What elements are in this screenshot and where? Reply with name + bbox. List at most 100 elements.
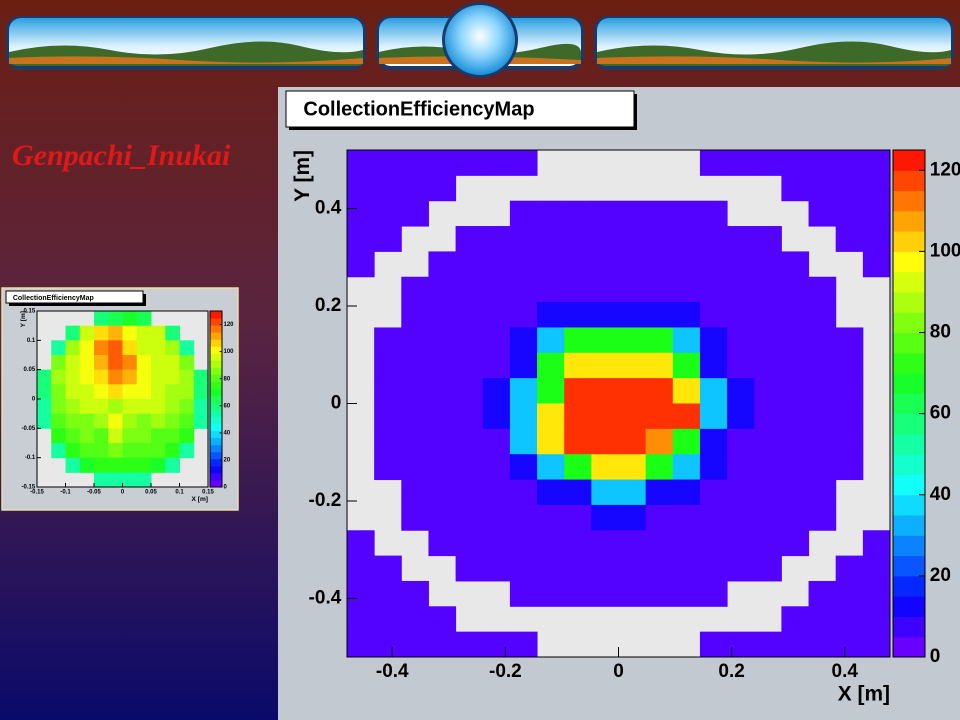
heatmap-cell: [374, 226, 402, 252]
heatmap-cell: [374, 378, 402, 404]
heatmap-cell: [374, 428, 402, 455]
heatmap-cell: [136, 384, 152, 400]
heatmap-cell: [564, 378, 592, 404]
heatmap-cell: [835, 428, 864, 455]
colorbar-frame: [892, 149, 926, 658]
heatmap-cell: [754, 378, 782, 404]
heatmap-cell: [754, 150, 782, 176]
heatmap-cell: [136, 472, 152, 488]
colorbar-band: [210, 318, 222, 326]
heatmap-cell: [193, 413, 209, 429]
heatmap-cell: [401, 150, 429, 176]
heatmap-cell: [37, 384, 52, 400]
heatmap-cell: [564, 403, 592, 430]
heatmap-cell: [179, 355, 195, 371]
heatmap-cell: [862, 606, 891, 633]
heatmap-cell: [727, 251, 755, 278]
heatmap-cell: [374, 150, 402, 176]
heatmap-cell: [428, 530, 457, 557]
heatmap-cell: [537, 454, 565, 481]
heatmap-cell: [94, 369, 109, 385]
colorbar-band: [210, 423, 222, 432]
heatmap-cell: [862, 580, 891, 607]
x-tick-label: -0.2: [489, 661, 522, 682]
x-tick-label: 0: [121, 489, 125, 495]
heatmap-cell: [645, 302, 674, 328]
heatmap-cell: [808, 606, 837, 633]
heatmap-cell: [108, 325, 123, 341]
heatmap-cell: [645, 352, 674, 379]
heatmap-cell: [727, 555, 755, 582]
heatmap-cell: [151, 399, 166, 415]
heatmap-cell: [455, 327, 484, 354]
heatmap-cell: [537, 378, 565, 404]
heatmap-cell: [37, 399, 52, 415]
heatmap-cell: [51, 443, 66, 459]
heatmap-cell: [455, 251, 484, 278]
heatmap-cell: [591, 276, 619, 303]
colorbar-band: [210, 444, 222, 453]
colorbar-band: [210, 360, 222, 368]
heatmap-cell: [165, 413, 180, 429]
colorbar-band: [893, 190, 925, 212]
heatmap-cell: [727, 479, 755, 506]
colorbar-band: [210, 346, 222, 354]
heatmap-cell: [537, 276, 565, 303]
heatmap-cell: [347, 175, 375, 202]
heatmap-cell: [754, 479, 782, 506]
colorbar-band: [210, 374, 222, 382]
heatmap-cell: [835, 150, 864, 176]
heatmap-cell: [347, 580, 375, 607]
heatmap-cell: [781, 631, 810, 658]
heatmap-cell: [347, 251, 375, 278]
heatmap-cell: [374, 454, 402, 481]
heatmap-cell: [537, 580, 565, 607]
heatmap-cell: [537, 226, 565, 252]
colorbar-band: [210, 472, 222, 481]
y-tick-label: 0.1: [27, 338, 36, 344]
heatmap-cell: [455, 479, 484, 506]
heatmap-cell: [179, 399, 195, 415]
heatmap-cell: [672, 327, 701, 354]
colorbar-band: [893, 515, 925, 536]
colorbar-band: [210, 325, 222, 333]
heatmap-cell: [808, 403, 837, 430]
heatmap-cell: [401, 479, 429, 506]
heatmap-cell: [65, 428, 81, 444]
heatmap-cell: [151, 369, 166, 385]
heatmap-cell: [347, 226, 375, 252]
heatmap-cell: [428, 276, 457, 303]
heatmap-cell: [672, 200, 701, 227]
heatmap-cell: [136, 340, 152, 356]
heatmap-cell: [65, 340, 81, 356]
colorbar-band: [210, 409, 222, 418]
heatmap-cell: [509, 454, 538, 481]
heatmap-cell: [564, 580, 592, 607]
heatmap-cell: [94, 399, 109, 415]
heatmap-cell: [94, 443, 109, 459]
heatmap-cell: [618, 479, 647, 506]
heatmap-cell: [136, 428, 152, 444]
heatmap-cell: [564, 454, 592, 481]
heatmap-cell: [179, 443, 195, 459]
heatmap-cell: [754, 555, 782, 582]
heatmap-cell: [509, 504, 538, 531]
heatmap-cell: [727, 352, 755, 379]
heatmap-cell: [754, 327, 782, 354]
heatmap-cell: [645, 276, 674, 303]
x-tick-label: -0.05: [87, 489, 101, 495]
heatmap-cell: [645, 454, 674, 481]
colorbar-tick-label: 60: [930, 403, 951, 424]
heatmap-cell: [509, 352, 538, 379]
heatmap-cell: [835, 327, 864, 354]
heatmap-cell: [645, 580, 674, 607]
heatmap-cell: [591, 378, 619, 404]
heatmap-cell: [672, 251, 701, 278]
heatmap-cell: [108, 399, 123, 415]
heatmap-cell: [808, 580, 837, 607]
heatmap-cell: [374, 200, 402, 227]
heatmap-cell: [727, 403, 755, 430]
heatmap-cell: [509, 555, 538, 582]
heatmap-cell: [482, 352, 511, 379]
heatmap-cell: [136, 355, 152, 371]
